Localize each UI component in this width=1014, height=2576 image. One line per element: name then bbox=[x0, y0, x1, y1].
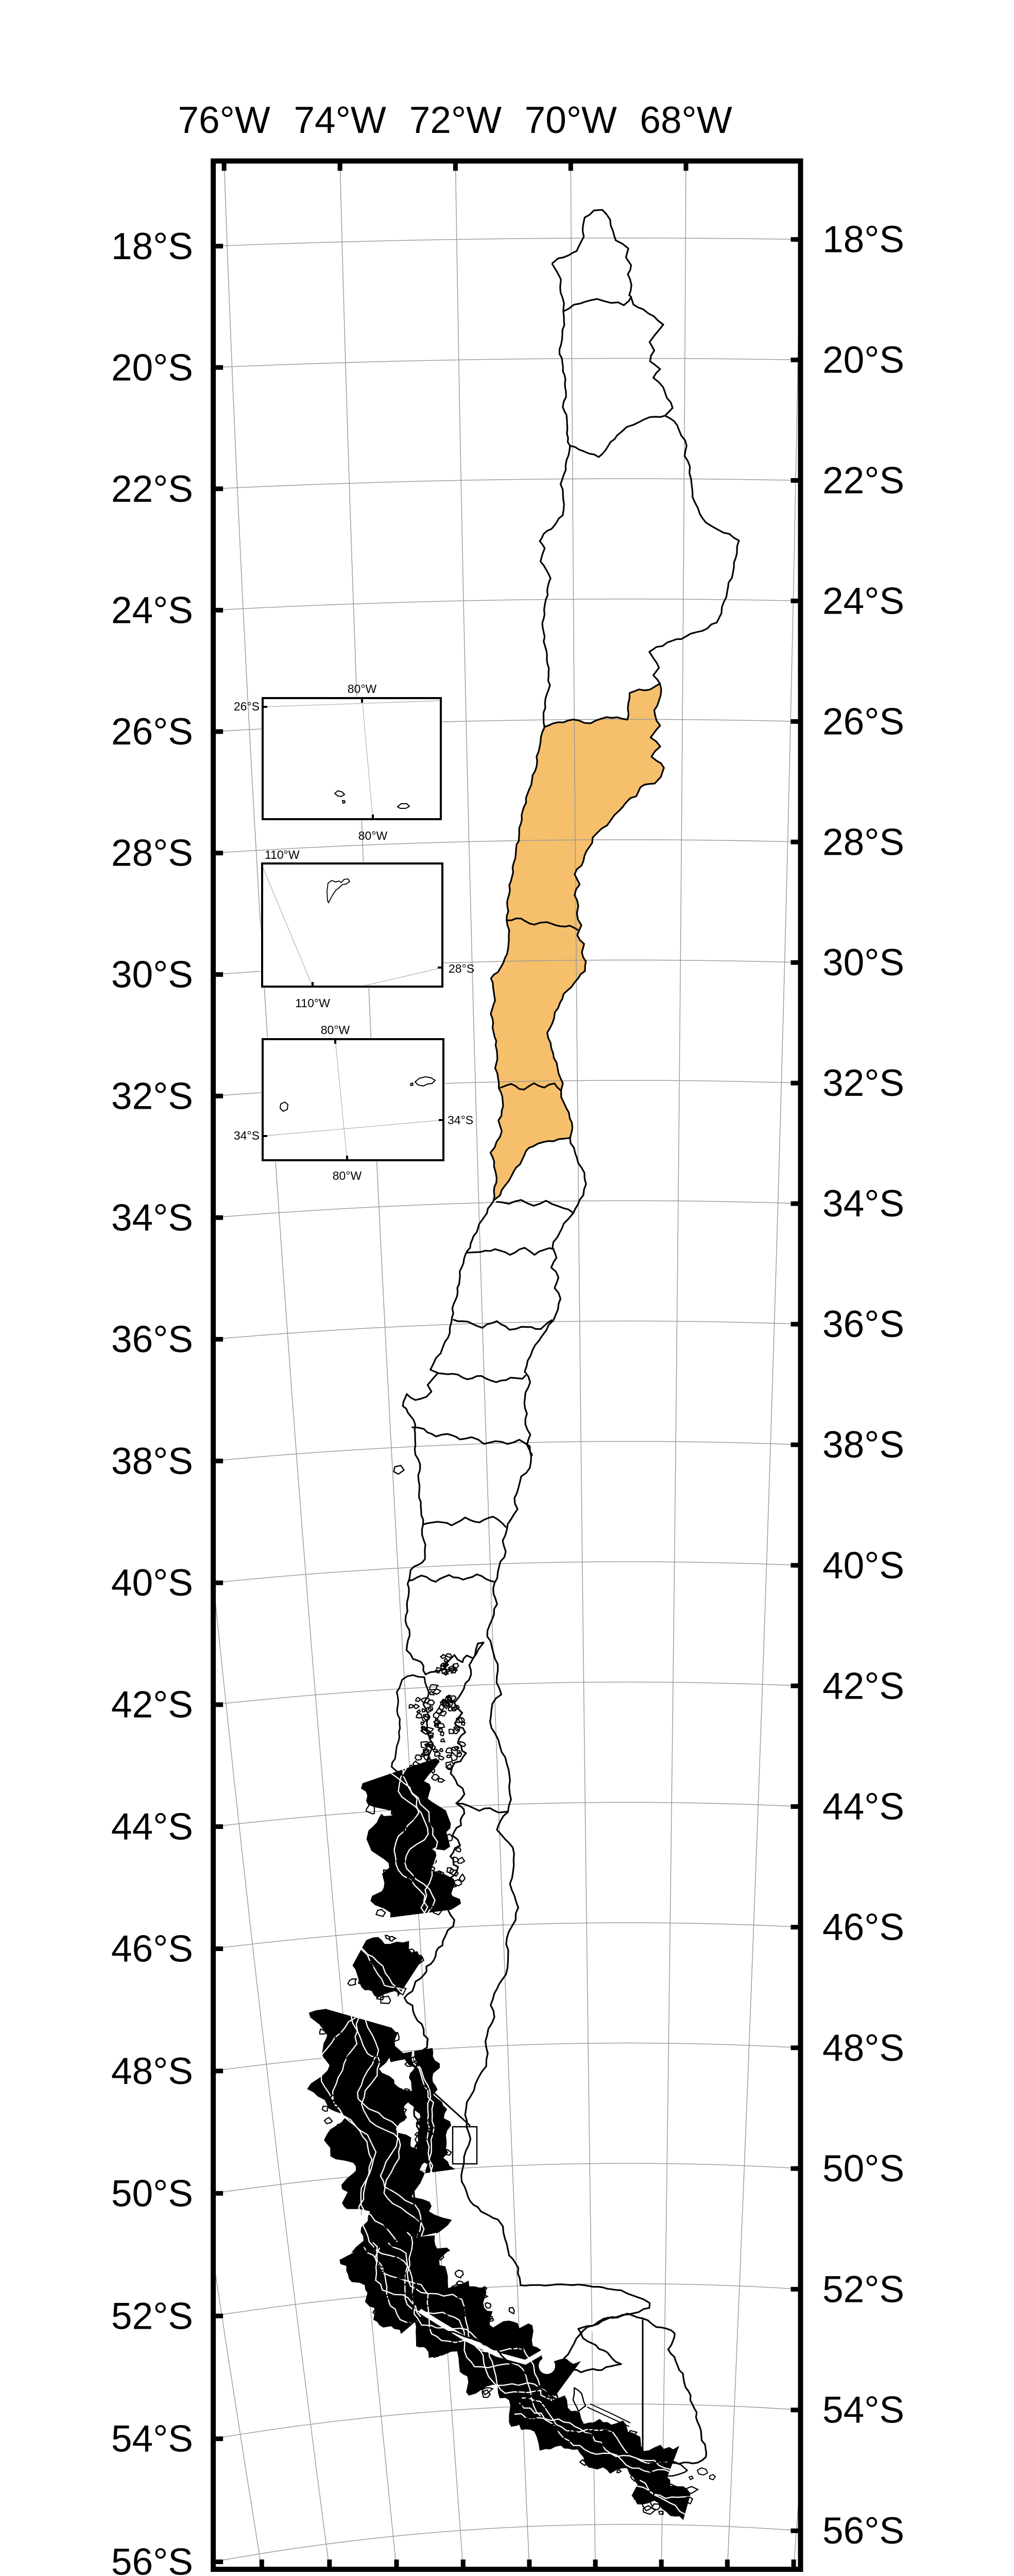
svg-text:56°S: 56°S bbox=[822, 2510, 904, 2552]
svg-text:34°S: 34°S bbox=[234, 1129, 260, 1142]
svg-text:26°S: 26°S bbox=[822, 701, 904, 742]
svg-text:38°S: 38°S bbox=[111, 1440, 193, 1482]
svg-text:54°S: 54°S bbox=[111, 2418, 193, 2460]
svg-text:18°S: 18°S bbox=[822, 219, 904, 261]
svg-text:74°W: 74°W bbox=[294, 99, 386, 141]
svg-text:22°S: 22°S bbox=[111, 468, 193, 510]
svg-text:40°S: 40°S bbox=[111, 1562, 193, 1604]
svg-text:54°S: 54°S bbox=[822, 2389, 904, 2431]
svg-text:80°W: 80°W bbox=[321, 1023, 350, 1037]
svg-text:20°S: 20°S bbox=[111, 347, 193, 388]
svg-text:28°S: 28°S bbox=[449, 962, 474, 975]
svg-text:34°S: 34°S bbox=[448, 1113, 473, 1127]
svg-text:70°W: 70°W bbox=[525, 99, 617, 141]
svg-text:28°S: 28°S bbox=[822, 821, 904, 863]
svg-text:52°S: 52°S bbox=[111, 2295, 193, 2337]
svg-text:80°W: 80°W bbox=[358, 829, 388, 842]
svg-text:46°S: 46°S bbox=[111, 1928, 193, 1970]
svg-text:44°S: 44°S bbox=[822, 1786, 904, 1828]
svg-text:30°S: 30°S bbox=[111, 954, 193, 996]
svg-text:34°S: 34°S bbox=[822, 1183, 904, 1225]
svg-text:72°W: 72°W bbox=[409, 99, 502, 141]
svg-text:110°W: 110°W bbox=[295, 996, 330, 1010]
svg-text:46°S: 46°S bbox=[822, 1907, 904, 1948]
svg-text:80°W: 80°W bbox=[333, 1169, 362, 1182]
svg-text:20°S: 20°S bbox=[822, 340, 904, 381]
svg-text:34°S: 34°S bbox=[111, 1197, 193, 1239]
svg-text:48°S: 48°S bbox=[822, 2027, 904, 2069]
svg-text:26°S: 26°S bbox=[234, 700, 260, 713]
svg-text:110°W: 110°W bbox=[265, 848, 300, 861]
svg-text:40°S: 40°S bbox=[822, 1545, 904, 1586]
svg-text:44°S: 44°S bbox=[111, 1806, 193, 1848]
svg-text:32°S: 32°S bbox=[111, 1075, 193, 1117]
svg-text:18°S: 18°S bbox=[111, 226, 193, 267]
svg-text:50°S: 50°S bbox=[111, 2173, 193, 2214]
svg-text:38°S: 38°S bbox=[822, 1424, 904, 1466]
svg-text:56°S: 56°S bbox=[111, 2541, 193, 2576]
svg-text:26°S: 26°S bbox=[111, 711, 193, 753]
svg-text:22°S: 22°S bbox=[822, 460, 904, 502]
svg-text:50°S: 50°S bbox=[822, 2148, 904, 2190]
svg-text:32°S: 32°S bbox=[822, 1062, 904, 1104]
svg-text:80°W: 80°W bbox=[348, 682, 377, 696]
svg-text:76°W: 76°W bbox=[178, 99, 270, 141]
svg-text:30°S: 30°S bbox=[822, 942, 904, 984]
svg-text:24°S: 24°S bbox=[111, 589, 193, 631]
svg-text:52°S: 52°S bbox=[822, 2268, 904, 2310]
svg-text:24°S: 24°S bbox=[822, 580, 904, 622]
svg-text:36°S: 36°S bbox=[111, 1319, 193, 1361]
svg-text:28°S: 28°S bbox=[111, 833, 193, 874]
svg-text:68°W: 68°W bbox=[640, 99, 732, 141]
svg-text:36°S: 36°S bbox=[822, 1303, 904, 1345]
svg-text:42°S: 42°S bbox=[822, 1665, 904, 1707]
svg-text:42°S: 42°S bbox=[111, 1684, 193, 1726]
svg-text:48°S: 48°S bbox=[111, 2050, 193, 2092]
